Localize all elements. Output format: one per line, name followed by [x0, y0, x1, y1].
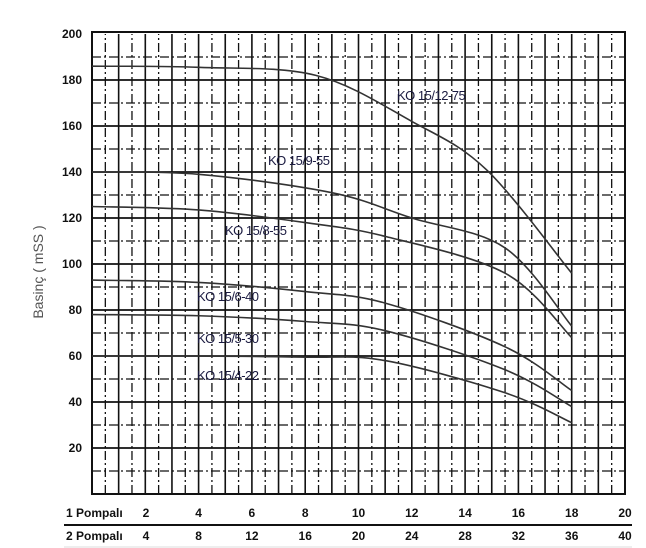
x-tick-label: 32	[512, 529, 526, 543]
x-tick-label: 28	[458, 529, 472, 543]
x-tick-label: 6	[249, 506, 256, 520]
x-tick-label: 2	[143, 506, 150, 520]
x-tick-label: 4	[143, 529, 150, 543]
x-tick-label: 40	[618, 529, 632, 543]
x-tick-label: 8	[195, 529, 202, 543]
x-axis-label: 1 Pompalı	[66, 506, 123, 520]
series-line-2	[91, 205, 573, 339]
x-tick-label: 24	[405, 529, 419, 543]
y-tick-label: 140	[62, 165, 82, 179]
x-tick-label: 18	[565, 506, 579, 520]
y-tick-label: 100	[62, 257, 82, 271]
y-tick-label: 160	[62, 119, 82, 133]
series-line-0	[91, 65, 573, 274]
x-tick-label: 16	[512, 506, 526, 520]
x-tick-label: 8	[302, 506, 309, 520]
x-axis-label: 2 Pompalı	[66, 529, 123, 543]
x-tick-label: 4	[195, 506, 202, 520]
x-tick-label: 14	[458, 506, 472, 520]
y-axis-label: Basinç ( mSS )	[30, 225, 46, 318]
curve-labels: KO 15/12-75 KO 15/9-55 KO 15/8-55 KO 15/6-4…	[197, 88, 466, 383]
x-axes: 1 Pompalı 2 4 6 8 10 12 14 16 18 202 Pompalı 4 8 12 16…	[66, 506, 632, 543]
y-tick-label: 200	[62, 27, 82, 41]
x-tick-label: 16	[299, 529, 313, 543]
series-line-5	[91, 355, 573, 424]
y-axis-ticks: 20 40 60 80 100 120 140 160 180 200	[62, 27, 82, 455]
series-label: KO 15/4-22	[197, 368, 259, 383]
x-tick-label: 36	[565, 529, 579, 543]
x-tick-label: 12	[245, 529, 259, 543]
series-line-1	[91, 171, 573, 327]
x-tick-label: 10	[352, 506, 366, 520]
series-label: KO 15/6-40	[197, 289, 259, 304]
y-tick-label: 20	[69, 441, 83, 455]
x-tick-label: 12	[405, 506, 419, 520]
curves	[91, 65, 573, 424]
series-label: KO 15/12-75	[397, 88, 465, 103]
series-label: KO 15/8-55	[225, 223, 287, 238]
y-tick-label: 120	[62, 211, 82, 225]
y-tick-label: 80	[69, 303, 83, 317]
plot-frame	[91, 31, 626, 495]
series-line-3	[91, 279, 573, 392]
y-tick-label: 40	[69, 395, 83, 409]
series-label: KO 15/9-55	[268, 153, 330, 168]
x-tick-label: 20	[618, 506, 632, 520]
y-tick-label: 180	[62, 73, 82, 87]
series-line-4	[91, 313, 573, 408]
y-tick-label: 60	[69, 349, 83, 363]
series-label: KO 15/5-30	[197, 331, 259, 346]
x-tick-label: 20	[352, 529, 366, 543]
grid	[91, 31, 626, 495]
